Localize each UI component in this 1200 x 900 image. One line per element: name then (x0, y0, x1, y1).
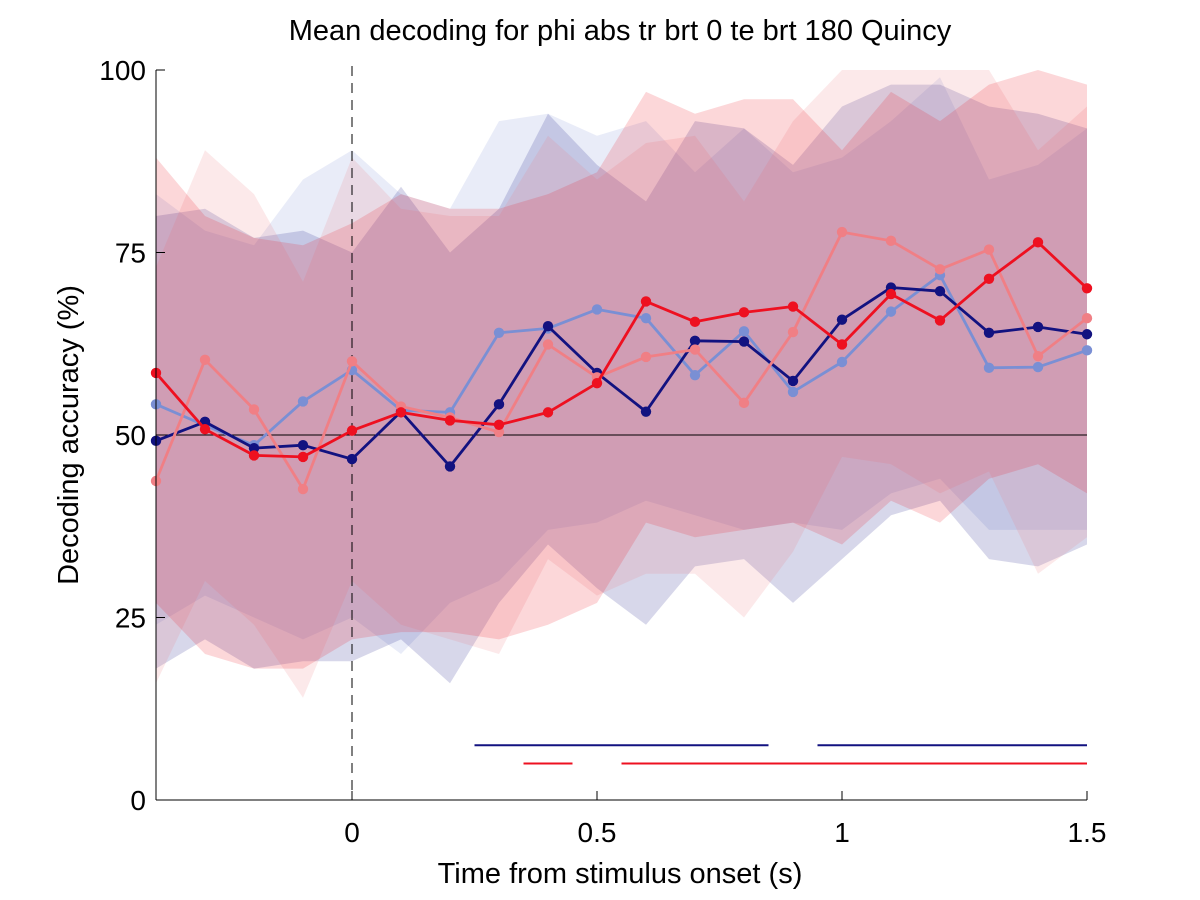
series-3-point (542, 339, 554, 350)
series-4-point (983, 273, 995, 284)
series-1-point (591, 304, 603, 315)
series-2-point (689, 335, 701, 347)
series-2-point (1032, 321, 1044, 333)
y-tick-label: 0 (130, 785, 146, 816)
series-2-point (248, 442, 260, 454)
series-4-point (787, 301, 799, 312)
series-3-point (640, 351, 652, 363)
series-2-point (542, 321, 554, 332)
series-2-point (346, 453, 358, 465)
series-3-point (248, 404, 260, 415)
series-4-band (156, 70, 1087, 669)
significance-bars (474, 744, 1087, 765)
series-2-point (1081, 329, 1093, 340)
series-2-point (444, 461, 456, 472)
series-2-point (297, 440, 309, 451)
axes: 0 25 50 75 100 0 0.5 1 1.5 (99, 55, 1106, 848)
x-tick-label: 0 (344, 817, 360, 848)
series-2-point (787, 375, 799, 387)
series-4-point (1081, 283, 1093, 294)
series-1-point (885, 306, 897, 317)
series-1-point (493, 327, 505, 338)
series-lines (150, 226, 1093, 495)
x-axis-label: Time from stimulus onset (s) (438, 858, 803, 890)
series-2-point (836, 314, 848, 325)
y-axis-label: Decoding accuracy (%) (53, 285, 85, 585)
series-1-point (1081, 345, 1093, 356)
series-3-point (934, 264, 946, 275)
y-tick-label: 25 (115, 603, 146, 634)
x-tick-label: 1.5 (1068, 817, 1107, 848)
series-2-point (493, 399, 505, 410)
series-4-point (640, 296, 652, 307)
series-2-point (738, 336, 750, 347)
series-4-point (591, 377, 603, 389)
series-1-point (983, 362, 995, 374)
series-1-point (1032, 361, 1044, 373)
series-1-point (738, 326, 750, 337)
series-4-point (395, 407, 407, 418)
series-3-point (1081, 313, 1093, 324)
y-tick-label: 75 (115, 238, 146, 269)
series-4-point (934, 315, 946, 326)
series-3-point (738, 397, 750, 409)
series-4-point (885, 288, 897, 300)
series-1-line (155, 273, 1088, 447)
series-4-point (444, 415, 456, 426)
series-3-point (836, 226, 848, 238)
series-3-point (493, 426, 505, 438)
series-2-point (640, 406, 652, 417)
series-3-point (885, 235, 897, 247)
series-4-point (836, 339, 848, 350)
series-3-band (156, 70, 1087, 698)
y-tick-label: 50 (115, 420, 146, 451)
series-4-line (154, 240, 1088, 459)
series-3-point (1032, 350, 1044, 362)
series-1-point (689, 369, 701, 381)
series-3-point (787, 326, 799, 338)
series-4-point (199, 423, 211, 435)
series-4-point (346, 425, 358, 436)
x-tick-label: 1 (834, 817, 850, 848)
series-4-point (738, 307, 750, 318)
series-3-point (689, 344, 701, 355)
chart-title: Mean decoding for phi abs tr brt 0 te br… (289, 15, 952, 47)
series-3-line (154, 230, 1088, 491)
series-3-point (346, 356, 358, 367)
series-4-point (297, 451, 309, 463)
series-2-line (155, 286, 1088, 468)
y-tick-label: 100 (99, 55, 146, 86)
series-3-point (199, 354, 211, 366)
series-4-point (689, 316, 701, 328)
series-2-point (934, 285, 946, 297)
series-1-point (836, 356, 848, 368)
series-4-point (1032, 237, 1044, 248)
series-1-point (640, 313, 652, 324)
series-1-point (297, 396, 309, 407)
series-4-point (493, 419, 505, 430)
series-4-point (542, 407, 554, 418)
series-3-point (297, 483, 309, 495)
series-3-point (983, 244, 995, 255)
error-bands (156, 70, 1087, 698)
series-1-point (787, 386, 799, 398)
series-2-point (983, 327, 995, 338)
x-tick-label: 0.5 (578, 817, 617, 848)
series-4-point (248, 450, 260, 461)
